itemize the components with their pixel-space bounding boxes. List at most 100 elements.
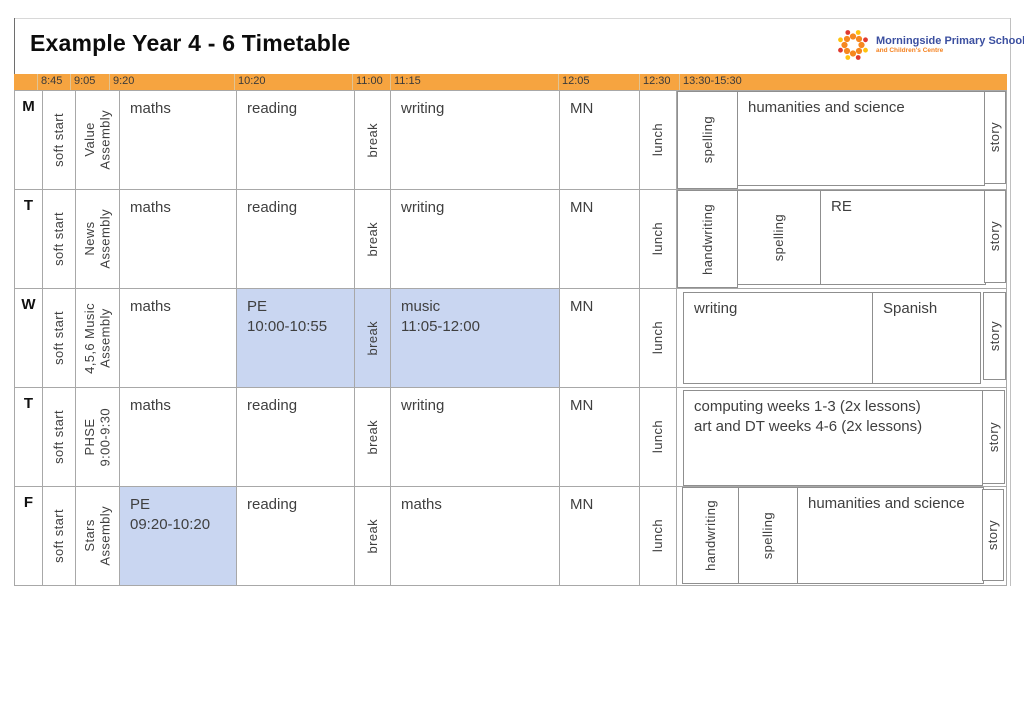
monday-break-cell: break: [355, 91, 391, 190]
thursday-day-letter: T: [14, 388, 43, 487]
frame-right-line: [1010, 18, 1011, 586]
monday-humanities-cell: humanities and science: [737, 91, 985, 186]
time-header-spacer: [14, 74, 38, 90]
break-label: break: [364, 221, 380, 257]
tuesday-mn-cell: MN: [560, 190, 640, 289]
spelling-label: spelling: [760, 511, 776, 560]
friday-break-cell: break: [355, 487, 391, 586]
wednesday-day-letter: W: [14, 289, 43, 388]
tuesday-soft-start-cell: soft start: [43, 190, 76, 289]
time-header-1020: 10:20: [235, 74, 353, 90]
thursday-assembly-cell: PHSE 9:00-9:30: [76, 388, 120, 487]
monday-assembly-cell: Value Assembly: [76, 91, 120, 190]
time-header-1205: 12:05: [559, 74, 640, 90]
thursday-computing-art-cell: computing weeks 1-3 (2x lessons) art and…: [683, 390, 983, 486]
soft-start-label: soft start: [51, 509, 67, 563]
wednesday-lunch-cell: lunch: [640, 289, 677, 388]
time-header-845: 8:45: [38, 74, 71, 90]
assembly-label: 4,5,6 Music Assembly: [81, 302, 113, 374]
thursday-soft-start-cell: soft start: [43, 388, 76, 487]
thursday-break-cell: break: [355, 388, 391, 487]
friday-story-cell: story: [982, 489, 1004, 581]
page-title: Example Year 4 - 6 Timetable: [30, 30, 351, 56]
timetable-table: 8:45 9:05 9:20 10:20 11:00 11:15 12:05 1…: [14, 74, 1007, 586]
tuesday-handwriting-cell: handwriting: [677, 190, 738, 288]
story-label: story: [987, 122, 1003, 153]
tuesday-lunch-cell: lunch: [640, 190, 677, 289]
assembly-label: Value Assembly: [81, 110, 113, 170]
monday-day-letter: M: [14, 91, 43, 190]
story-label: story: [985, 421, 1001, 453]
wednesday-story-cell: story: [983, 292, 1006, 380]
time-header-905: 9:05: [71, 74, 110, 90]
spelling-label: spelling: [699, 116, 715, 164]
monday-soft-start-cell: soft start: [43, 91, 76, 190]
school-subtitle: and Children's Centre: [876, 47, 944, 55]
lunch-label: lunch: [650, 123, 666, 157]
thursday-lesson-0920: maths: [120, 388, 237, 487]
lunch-label: lunch: [650, 519, 666, 553]
story-label: story: [986, 320, 1002, 352]
friday-lesson-1020: reading: [237, 487, 355, 586]
wednesday-soft-start-cell: soft start: [43, 289, 76, 388]
tuesday-lesson-1115: writing: [391, 190, 560, 289]
monday-story-cell: story: [984, 91, 1006, 184]
tuesday-story-cell: story: [984, 190, 1006, 283]
friday-mn-cell: MN: [560, 487, 640, 586]
tuesday-day-letter: T: [14, 190, 43, 289]
friday-lesson-1115: maths: [391, 487, 560, 586]
row-friday: F soft start Stars Assembly PE 09:20-10:…: [14, 487, 1007, 586]
tuesday-spelling-cell: spelling: [737, 190, 821, 285]
soft-start-label: soft start: [51, 212, 67, 266]
handwriting-label: handwriting: [699, 203, 715, 275]
assembly-label: Stars Assembly: [81, 506, 113, 566]
tuesday-afternoon-section: handwriting spelling RE story: [677, 190, 1007, 289]
tuesday-break-cell: break: [355, 190, 391, 289]
row-tuesday: T soft start News Assembly maths reading…: [14, 190, 1007, 289]
lunch-label: lunch: [650, 222, 666, 256]
friday-afternoon-section: handwriting spelling humanities and scie…: [677, 487, 1007, 586]
assembly-label: PHSE 9:00-9:30: [81, 407, 113, 467]
wednesday-break-cell: break: [355, 289, 391, 388]
wednesday-pe-cell: PE 10:00-10:55: [237, 289, 355, 388]
time-header-1115: 11:15: [391, 74, 559, 90]
story-label: story: [987, 221, 1003, 252]
wednesday-mn-cell: MN: [560, 289, 640, 388]
time-header-1230: 12:30: [640, 74, 680, 90]
wednesday-writing-cell: writing: [683, 292, 873, 384]
row-monday: M soft start Value Assembly maths readin…: [14, 90, 1007, 190]
lunch-label: lunch: [650, 321, 666, 355]
friday-soft-start-cell: soft start: [43, 487, 76, 586]
thursday-lunch-cell: lunch: [640, 388, 677, 487]
monday-afternoon-section: spelling humanities and science story: [677, 91, 1007, 190]
monday-spelling-cell: spelling: [677, 91, 738, 189]
row-wednesday: W soft start 4,5,6 Music Assembly maths …: [14, 289, 1007, 388]
story-label: story: [985, 519, 1001, 551]
school-logo-icon: [838, 30, 868, 60]
monday-mn-cell: MN: [560, 91, 640, 190]
tuesday-lesson-1020: reading: [237, 190, 355, 289]
friday-lunch-cell: lunch: [640, 487, 677, 586]
monday-lunch-cell: lunch: [640, 91, 677, 190]
tuesday-assembly-cell: News Assembly: [76, 190, 120, 289]
time-header-920: 9:20: [110, 74, 235, 90]
thursday-mn-cell: MN: [560, 388, 640, 487]
school-logo-text: Morningside Primary School and Children'…: [876, 35, 1024, 54]
time-header-1100: 11:00: [353, 74, 391, 90]
break-label: break: [364, 320, 380, 356]
friday-spelling-cell: spelling: [738, 487, 798, 584]
friday-pe-cell: PE 09:20-10:20: [120, 487, 237, 586]
soft-start-label: soft start: [51, 410, 67, 464]
monday-lesson-1020: reading: [237, 91, 355, 190]
time-header-1330-1530: 13:30-15:30: [683, 75, 742, 87]
friday-handwriting-cell: handwriting: [682, 487, 739, 584]
lunch-label: lunch: [650, 420, 666, 454]
wednesday-assembly-cell: 4,5,6 Music Assembly: [76, 289, 120, 388]
thursday-afternoon-section: computing weeks 1-3 (2x lessons) art and…: [677, 388, 1007, 487]
wednesday-afternoon-section: writing Spanish story: [677, 289, 1007, 388]
row-thursday: T soft start PHSE 9:00-9:30 maths readin…: [14, 388, 1007, 487]
handwriting-label: handwriting: [702, 500, 718, 571]
school-logo: Morningside Primary School and Children'…: [836, 28, 1024, 62]
monday-lesson-0920: maths: [120, 91, 237, 190]
